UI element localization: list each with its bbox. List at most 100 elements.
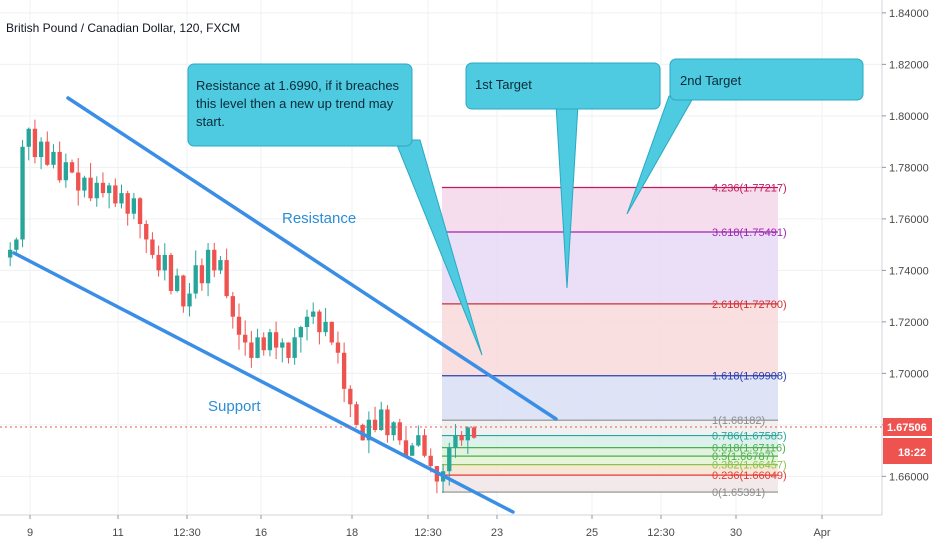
candle-body <box>335 342 341 353</box>
fib-zone <box>442 231 778 304</box>
candle-body <box>422 435 427 456</box>
candle-body <box>168 254 174 291</box>
current-price-text: 1.67506 <box>887 422 927 434</box>
fib-level-label: 1(1.68182) <box>712 415 765 427</box>
candle-body <box>125 193 130 214</box>
callout-resistance[interactable]: Resistance at 1.6990, if it breaches this… <box>187 63 483 356</box>
candle-body <box>76 172 81 191</box>
price-axis[interactable]: 1.84000 1.82000 1.80000 1.78000 1.76000 1.740… <box>881 0 932 550</box>
time-tick-label: 18 <box>346 527 358 539</box>
countdown-text: 18:22 <box>898 447 926 459</box>
price-channel[interactable]: Resistance Support <box>12 96 558 514</box>
candle-body <box>45 141 50 165</box>
fib-zone <box>442 456 778 465</box>
time-tick-label: 16 <box>255 527 267 539</box>
callout-target2-box <box>669 58 864 101</box>
candle-body <box>329 321 334 343</box>
candle-body <box>193 265 198 294</box>
candle-body <box>372 419 378 431</box>
candle-body <box>341 352 347 389</box>
support-line[interactable] <box>12 251 515 514</box>
price-tick-label: 1.66000 <box>889 471 929 483</box>
candle-body <box>323 321 328 333</box>
candle-body <box>218 260 223 271</box>
candle-body <box>88 177 93 199</box>
time-tick-label: 9 <box>27 527 33 539</box>
chart-title: British Pound / Canadian Dollar, 120, FX… <box>6 21 240 35</box>
candle-body <box>212 249 217 271</box>
candle-body <box>69 162 75 173</box>
candle-body <box>51 151 56 165</box>
time-tick-label: 11 <box>112 527 123 539</box>
fib-zone <box>442 187 778 232</box>
candle-body <box>205 249 211 284</box>
price-tick-label: 1.82000 <box>889 59 929 71</box>
countdown-tag-bg <box>883 438 932 464</box>
price-tick-label: 1.76000 <box>889 214 929 226</box>
candle-body <box>32 128 38 158</box>
price-tick-label: 1.70000 <box>889 368 929 380</box>
time-axis[interactable]: 9 11 12:30 16 18 12:30 23 25 12:30 30 Apr <box>0 514 882 550</box>
callout-target1[interactable]: 1st Target <box>465 62 661 289</box>
candle-body <box>94 182 99 199</box>
fib-level-label: 0.5(1.66787) <box>712 451 774 463</box>
candle-body <box>261 337 266 351</box>
fib-level-label: 4.236(1.77217) <box>712 183 787 195</box>
resistance-line[interactable] <box>66 96 558 421</box>
fib-level-label: 0(1.65391) <box>712 487 765 499</box>
candle-body <box>243 334 248 343</box>
fib-zone <box>442 464 778 476</box>
candle-body <box>255 337 260 358</box>
price-tick-label: 1.74000 <box>889 265 929 277</box>
fibonacci-extension[interactable]: 4.236(1.77217) 3.618(1.75491) 2.618(1.7270… <box>442 183 787 500</box>
candle-body <box>273 332 279 348</box>
candle-body <box>280 342 285 348</box>
candle-body <box>453 435 458 449</box>
callouts[interactable]: Resistance at 1.6990, if it breaches this… <box>187 58 864 356</box>
candle-body <box>57 151 62 181</box>
candle-body <box>63 162 69 181</box>
callout-resistance-text: Resistance at 1.6990, if it breaches <box>196 78 400 93</box>
time-tick-label: 12:30 <box>414 527 442 539</box>
candle-body <box>397 422 402 441</box>
fib-zone <box>442 420 778 436</box>
fib-zone <box>442 303 778 376</box>
candle-body <box>236 316 242 335</box>
candle-body <box>26 128 31 147</box>
fib-zone <box>442 475 778 493</box>
candle-body <box>14 239 19 250</box>
candle-body <box>113 185 118 204</box>
callout-target2[interactable]: 2nd Target <box>626 58 864 215</box>
candle-body <box>181 275 186 307</box>
candle-body <box>471 427 477 438</box>
candle-body <box>100 182 106 194</box>
candle-body <box>366 419 372 441</box>
callout-target1-text: 1st Target <box>475 77 532 92</box>
callout-resistance-text: start. <box>196 114 225 129</box>
candle-body <box>199 265 205 284</box>
candle-body <box>385 409 390 436</box>
candle-body <box>379 409 384 431</box>
time-tick-label: 23 <box>491 527 503 539</box>
fib-level-label: 0.618(1.67116) <box>712 443 786 455</box>
candles <box>8 119 477 494</box>
time-axis-bg <box>0 515 882 550</box>
candle-body <box>354 404 359 425</box>
time-tick-label: 25 <box>586 527 598 539</box>
fib-level-label: 3.618(1.75491) <box>712 227 787 239</box>
fib-zone <box>442 447 778 457</box>
price-tick-label: 1.72000 <box>889 317 929 329</box>
fib-level-label: 0.786(1.67585) <box>712 431 787 443</box>
price-tick-label: 1.84000 <box>889 8 929 20</box>
candle-body <box>162 254 167 271</box>
candle-body <box>156 254 161 271</box>
candle-body <box>403 440 409 456</box>
time-tick-label: 12:30 <box>647 527 675 539</box>
candle-body <box>416 435 421 446</box>
price-tick-label: 1.80000 <box>889 111 929 123</box>
candle-body <box>38 141 44 158</box>
time-tick-label: 30 <box>730 527 742 539</box>
current-price-tag[interactable]: 1.67506 <box>883 418 932 436</box>
